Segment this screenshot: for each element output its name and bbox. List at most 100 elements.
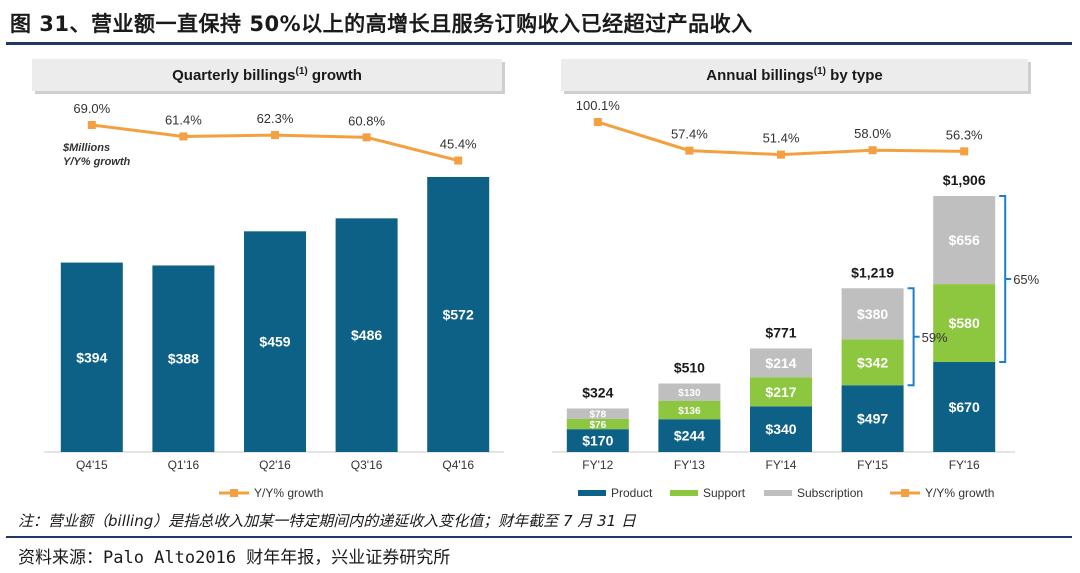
right-bar-support-4: [933, 284, 996, 363]
right-growth-point-3: [868, 146, 877, 155]
right-bar-product-1: [658, 419, 721, 452]
right-bar-subscription-1: [658, 383, 721, 401]
left-bar-label-3: $486: [351, 327, 382, 343]
right-bar-support-1: [658, 400, 721, 420]
left-chart-title-box: [32, 59, 502, 91]
left-growth-label-1: 61.4%: [165, 112, 202, 127]
right-growth-point-2: [777, 150, 785, 159]
left-x-tick-2: Q2'16: [259, 458, 291, 472]
right-bar-support-2: [750, 377, 812, 407]
right-x-tick-3: FY'15: [857, 458, 888, 472]
right-growth-label-1: 57.4%: [671, 127, 708, 142]
right-bar-support-0: [566, 418, 629, 430]
right-chart-title-text: Annual billings(1) by type: [706, 66, 882, 84]
right-bar-label-product-2: $340: [765, 421, 796, 437]
left-growth-label-3: 60.8%: [348, 113, 385, 128]
right-x-tick-4: FY'16: [949, 458, 980, 472]
right-chart-title-box: [561, 59, 1028, 91]
right-bar-label-support-4: $580: [949, 315, 980, 331]
right-legend-2-swatch: [764, 490, 792, 496]
right-bar-label-subscription-4: $656: [949, 232, 980, 248]
right-brace-label-0: 59%: [922, 330, 948, 345]
right-total-label-0: $324: [582, 384, 613, 400]
right-bar-label-support-0: $76: [589, 420, 606, 431]
right-brace-label-1: 65%: [1013, 272, 1039, 287]
right-bar-label-subscription-2: $214: [765, 355, 796, 371]
right-x-tick-2: FY'14: [766, 458, 797, 472]
right-bar-label-subscription-3: $380: [857, 306, 888, 322]
right-growth-label-4: 56.3%: [946, 127, 983, 142]
left-x-tick-3: Q3'16: [351, 458, 383, 472]
figure-title: 图 31、营业额一直保持 50%以上的高增长且服务订购收入已经超过产品收入: [10, 12, 753, 36]
left-growth-point-0: [87, 121, 96, 129]
right-bar-label-subscription-0: $78: [589, 410, 606, 421]
right-bar-subscription-0: [566, 408, 629, 419]
right-growth-point-1: [685, 146, 694, 155]
left-unit-note-1: $Millions: [62, 142, 110, 154]
left-bar-label-1: $388: [168, 351, 199, 367]
right-bar-support-3: [841, 339, 904, 386]
source-line: 资料来源：Palo Alto2016 财年年报，兴业证券研究所: [18, 548, 451, 568]
right-growth-point-0: [593, 118, 602, 126]
right-legend-0-swatch: [578, 490, 606, 496]
right-total-label-1: $510: [674, 360, 705, 376]
left-growth-point-4: [454, 156, 463, 165]
left-bar-label-4: $572: [443, 307, 474, 323]
left-x-tick-0: Q4'15: [76, 458, 108, 472]
note-divider: [6, 536, 1072, 538]
right-legend-0-label: Product: [611, 486, 653, 500]
left-unit-note-2: Y/Y% growth: [63, 156, 131, 168]
right-bar-subscription-2: [750, 348, 812, 378]
right-legend-2-label: Subscription: [797, 486, 863, 500]
right-bar-label-product-0: $170: [582, 433, 613, 449]
left-bar-1: [152, 265, 215, 452]
left-growth-point-1: [179, 132, 188, 141]
right-legend-3-marker: [901, 489, 909, 497]
left-x-tick-4: Q4'16: [442, 458, 474, 472]
right-growth-point-4: [960, 147, 969, 156]
right-bar-subscription-4: [933, 196, 996, 285]
right-bar-label-product-4: $670: [949, 399, 980, 415]
right-bar-product-3: [841, 385, 904, 452]
left-legend-growth-label: Y/Y% growth: [254, 486, 323, 500]
left-chart-title-text: Quarterly billings(1) growth: [172, 66, 362, 84]
right-bar-label-product-3: $497: [857, 411, 888, 427]
right-legend-1-swatch: [670, 490, 698, 496]
right-bar-product-0: [566, 429, 629, 452]
right-total-label-3: $1,219: [851, 264, 894, 280]
right-brace-1: [999, 195, 1012, 364]
left-bar-4: [427, 177, 490, 452]
right-legend-1-label: Support: [703, 486, 746, 500]
right-x-tick-1: FY'13: [674, 458, 705, 472]
left-x-tick-1: Q1'16: [168, 458, 200, 472]
left-bar-label-0: $394: [76, 349, 107, 365]
right-brace-0: [907, 287, 920, 387]
title-divider: [6, 42, 1072, 45]
left-legend-growth-marker: [230, 489, 238, 497]
left-bar-3: [335, 218, 398, 452]
right-bar-label-product-1: $244: [674, 428, 705, 444]
left-bar-2: [244, 231, 306, 452]
right-bar-label-support-3: $342: [857, 354, 888, 370]
left-growth-label-4: 45.4%: [440, 137, 477, 152]
right-x-tick-0: FY'12: [582, 458, 613, 472]
right-bar-product-2: [750, 406, 812, 452]
right-growth-label-3: 58.0%: [854, 126, 891, 141]
right-bar-label-support-2: $217: [765, 384, 796, 400]
right-growth-label-2: 51.4%: [763, 131, 800, 146]
charts-canvas: Quarterly billings(1) growth $Millions Y/Y…: [32, 59, 1040, 500]
right-total-label-4: $1,906: [943, 172, 986, 188]
footnote: 注：营业额（billing）是指总收入加某一特定期间内的递延收入变化值；财年截至…: [18, 512, 636, 530]
left-bar-label-2: $459: [259, 334, 290, 350]
right-bar-label-subscription-1: $130: [678, 388, 701, 399]
right-bar-subscription-3: [841, 288, 904, 340]
left-growth-line: [91, 123, 459, 162]
left-growth-label-0: 69.0%: [73, 101, 110, 116]
right-bar-product-4: [933, 362, 996, 452]
left-growth-point-3: [362, 133, 371, 142]
left-growth-point-2: [271, 131, 279, 140]
right-growth-label-0: 100.1%: [576, 98, 621, 113]
figure-title-bar: 图 31、营业额一直保持 50%以上的高增长且服务订购收入已经超过产品收入: [0, 0, 1080, 46]
left-growth-label-2: 62.3%: [257, 111, 294, 126]
right-bar-label-support-1: $136: [678, 406, 701, 417]
